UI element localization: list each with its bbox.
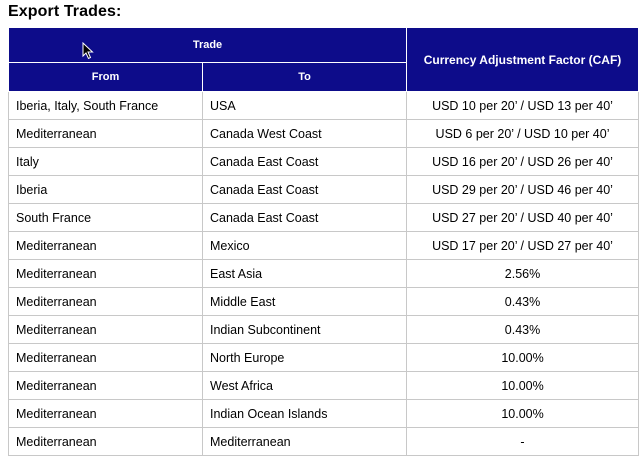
caf-cell: USD 29 per 20’ / USD 46 per 40’ [406,175,640,204]
from-cell: Mediterranean [8,315,203,344]
caf-cell: 0.43% [406,315,640,344]
table-row: Mediterranean Mexico USD 17 per 20’ / US… [8,231,640,260]
from-cell: Mediterranean [8,231,203,260]
table-row: Mediterranean East Asia 2.56% [8,259,640,288]
to-cell: Mexico [201,231,408,260]
to-cell: Indian Ocean Islands [201,399,408,428]
from-cell: Iberia [8,175,203,204]
export-trades-table: Trade Currency Adjustment Factor (CAF) F… [7,27,640,456]
table-row: Mediterranean Middle East 0.43% [8,287,640,316]
table-row: Mediterranean Indian Ocean Islands 10.00… [8,399,640,428]
to-cell: Canada West Coast [201,119,408,148]
caf-cell: - [406,427,640,456]
caf-cell: USD 16 per 20’ / USD 26 per 40’ [406,147,640,176]
table-row: South France Canada East Coast USD 27 pe… [8,203,640,232]
table-row: Italy Canada East Coast USD 16 per 20’ /… [8,147,640,176]
table-row: Iberia, Italy, South France USA USD 10 p… [8,91,640,120]
to-cell: Canada East Coast [201,175,408,204]
table-row: Iberia Canada East Coast USD 29 per 20’ … [8,175,640,204]
caf-cell: USD 10 per 20’ / USD 13 per 40’ [406,91,640,120]
caf-cell: 10.00% [406,343,640,372]
to-cell: Canada East Coast [201,203,408,232]
caf-cell: 2.56% [406,259,640,288]
to-cell: Canada East Coast [201,147,408,176]
caf-cell: USD 6 per 20’ / USD 10 per 40’ [406,119,640,148]
to-cell: Mediterranean [201,427,408,456]
from-cell: Mediterranean [8,399,203,428]
caf-cell: 0.43% [406,287,640,316]
from-cell: Mediterranean [8,259,203,288]
to-header: To [201,62,408,92]
table-row: Mediterranean Indian Subcontinent 0.43% [8,315,640,344]
trade-header: Trade [7,27,408,63]
caf-cell: USD 17 per 20’ / USD 27 per 40’ [406,231,640,260]
from-cell: South France [8,203,203,232]
from-cell: Iberia, Italy, South France [8,91,203,120]
caf-cell: 10.00% [406,399,640,428]
from-cell: Mediterranean [8,343,203,372]
from-cell: Mediterranean [8,119,203,148]
caf-header: Currency Adjustment Factor (CAF) [406,27,640,92]
to-cell: Middle East [201,287,408,316]
page-title: Export Trades: [8,3,122,20]
table-header: Trade Currency Adjustment Factor (CAF) F… [7,27,640,92]
from-cell: Italy [8,147,203,176]
from-cell: Mediterranean [8,427,203,456]
caf-cell: USD 27 per 20’ / USD 40 per 40’ [406,203,640,232]
table-row: Mediterranean Canada West Coast USD 6 pe… [8,119,640,148]
to-cell: Indian Subcontinent [201,315,408,344]
table-row: Mediterranean West Africa 10.00% [8,371,640,400]
table-row: Mediterranean Mediterranean - [8,427,640,456]
caf-cell: 10.00% [406,371,640,400]
to-cell: USA [201,91,408,120]
table-row: Mediterranean North Europe 10.00% [8,343,640,372]
from-cell: Mediterranean [8,287,203,316]
table-body: Iberia, Italy, South France USA USD 10 p… [8,91,640,456]
from-cell: Mediterranean [8,371,203,400]
to-cell: North Europe [201,343,408,372]
to-cell: West Africa [201,371,408,400]
to-cell: East Asia [201,259,408,288]
from-header: From [8,62,203,92]
